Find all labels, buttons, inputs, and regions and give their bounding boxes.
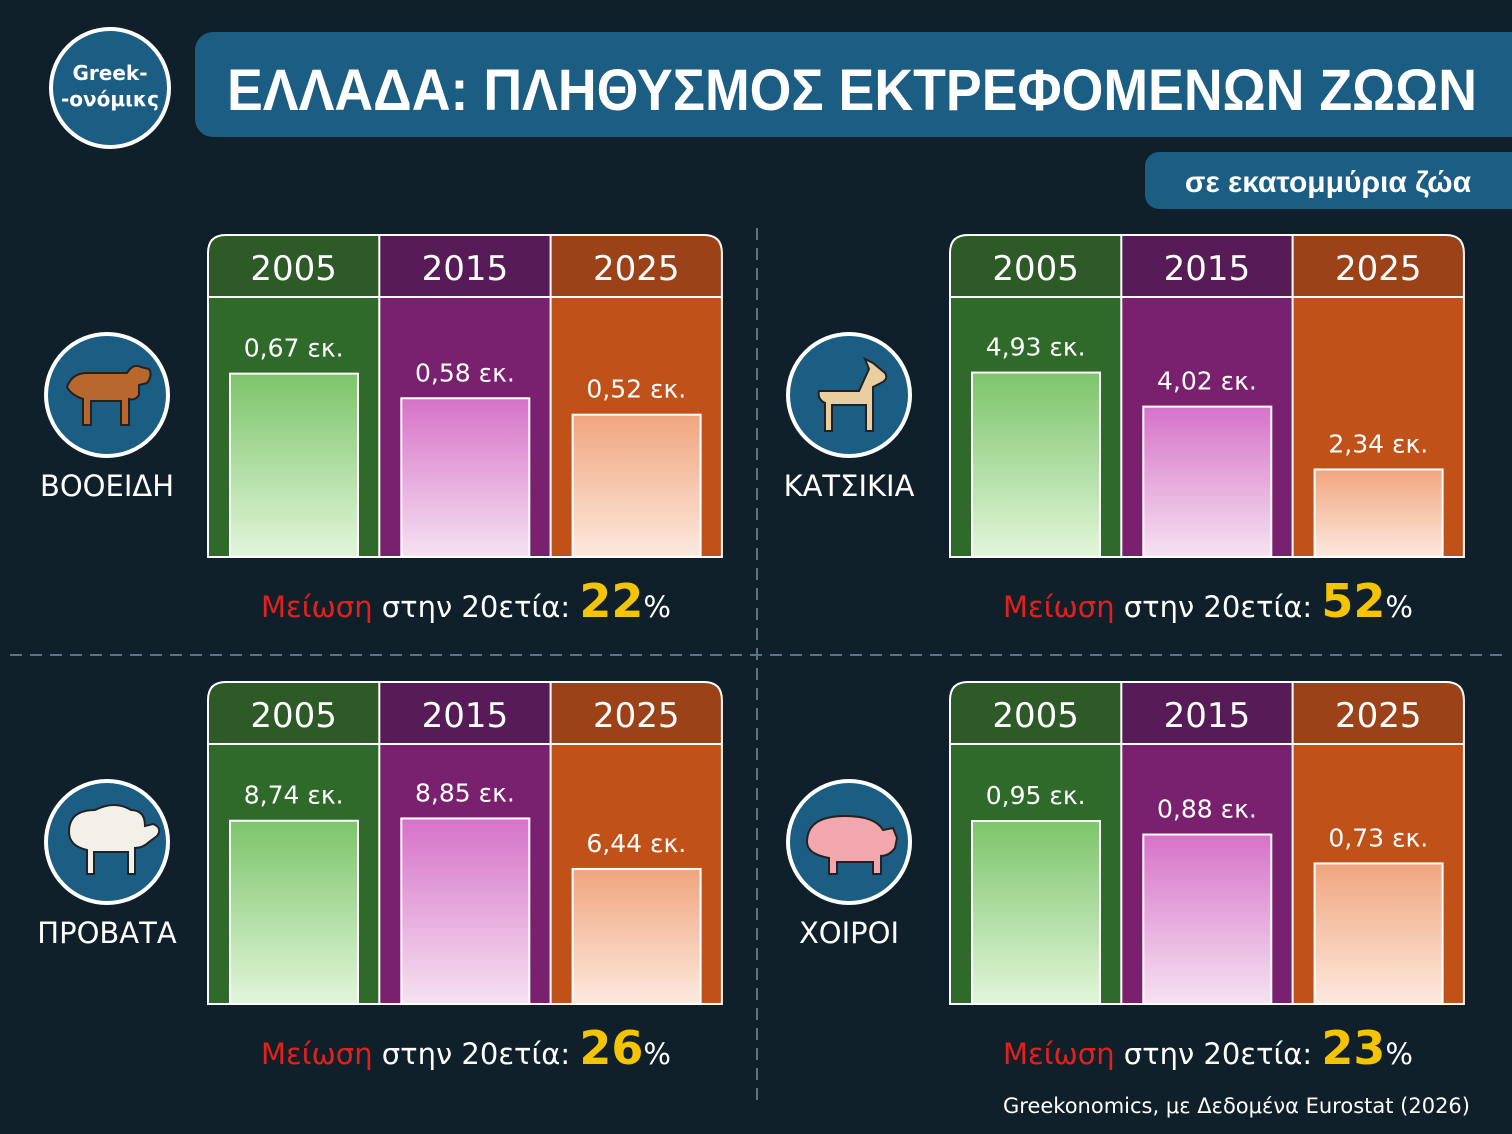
column-header [208, 235, 380, 297]
bar [1142, 405, 1273, 558]
reduction-unit: % [1385, 1037, 1413, 1071]
column-header [550, 682, 722, 744]
year-label: 2025 [1335, 696, 1422, 736]
reduction-text: στην 20ετία: [382, 1037, 570, 1071]
column-header [1292, 235, 1464, 297]
bar [400, 397, 531, 558]
year-label: 2025 [593, 696, 680, 736]
value-label: 8,74 εκ. [244, 781, 344, 810]
bar [1313, 468, 1444, 558]
title-box [195, 32, 1512, 137]
bar [571, 413, 702, 558]
reduction-label: Μείωση [1003, 1037, 1115, 1071]
animal-label: ΚΑΤΣΙΚΙΑ [784, 469, 915, 503]
logo-text: -ονόμικς [61, 87, 159, 111]
year-label: 2025 [593, 249, 680, 289]
subtitle: σε εκατομμύρια ζώα [1185, 166, 1472, 199]
source: Greekonomics, με Δεδομένα Eurostat (2026… [1003, 1094, 1470, 1118]
column-header [950, 682, 1122, 744]
bar [1313, 862, 1444, 1005]
bar [229, 819, 359, 1006]
year-label: 2005 [250, 249, 337, 289]
value-label: 6,44 εκ. [586, 829, 686, 858]
reduction: Μείωση στην 20ετία: 22% [261, 574, 671, 628]
reduction-text: στην 20ετία: [1124, 590, 1312, 624]
value-label: 2,34 εκ. [1328, 429, 1428, 458]
animal-shape [67, 804, 161, 875]
year-label: 2015 [1164, 696, 1251, 736]
reduction-label: Μείωση [261, 1037, 373, 1071]
animal-label: ΠΡΟΒΑΤΑ [37, 916, 177, 950]
column-header [379, 235, 551, 297]
title: ΕΛΛΑΔΑ: ΠΛΗΘΥΣΜΟΣ ΕΚΤΡΕΦΟΜΕΝΩΝ ΖΩΩΝ [227, 58, 1477, 123]
value-label: 0,67 εκ. [244, 334, 344, 363]
logo [49, 27, 171, 149]
reduction-unit: % [1385, 590, 1413, 624]
reduction-value: 23 [1321, 1021, 1385, 1075]
year-label: 2005 [250, 696, 337, 736]
panel-border [207, 681, 723, 1005]
reduction-unit: % [643, 1037, 671, 1071]
value-label: 0,88 εκ. [1157, 795, 1257, 824]
value-label: 4,02 εκ. [1157, 367, 1257, 396]
animal-shape [805, 814, 899, 875]
bar [400, 817, 531, 1005]
reduction-value: 52 [1321, 574, 1385, 628]
reduction-label: Μείωση [261, 590, 373, 624]
year-label: 2015 [422, 249, 509, 289]
reduction-text: στην 20ετία: [1124, 1037, 1312, 1071]
year-label: 2015 [1164, 249, 1251, 289]
reduction-text: στην 20ετία: [382, 590, 570, 624]
animal-shape [817, 356, 888, 432]
value-label: 4,93 εκ. [986, 333, 1086, 362]
reduction: Μείωση στην 20ετία: 26% [261, 1021, 671, 1075]
year-label: 2015 [422, 696, 509, 736]
column-header [950, 235, 1122, 297]
value-label: 0,52 εκ. [586, 375, 686, 404]
year-label: 2005 [992, 249, 1079, 289]
bar [229, 372, 359, 559]
value-label: 8,85 εκ. [415, 778, 515, 807]
reduction-value: 22 [579, 574, 643, 628]
animal-label: ΒΟΟΕΙΔΗ [40, 469, 174, 503]
column-header [1292, 682, 1464, 744]
bar [971, 371, 1101, 559]
reduction-unit: % [643, 590, 671, 624]
reduction-value: 26 [579, 1021, 643, 1075]
animal-shape [65, 364, 152, 426]
panel-border [207, 234, 723, 558]
year-label: 2025 [1335, 249, 1422, 289]
value-label: 0,95 εκ. [986, 781, 1086, 810]
reduction: Μείωση στην 20ετία: 52% [1003, 574, 1413, 628]
bar [1142, 833, 1273, 1005]
column-header [1121, 682, 1293, 744]
logo-text: Greek- [72, 61, 147, 85]
column-header [208, 682, 380, 744]
subtitle-box [1145, 152, 1512, 209]
column-header [379, 682, 551, 744]
column-header [1121, 235, 1293, 297]
value-label: 0,73 εκ. [1328, 823, 1428, 852]
column-header [550, 235, 722, 297]
bar [971, 820, 1101, 1006]
animal-label: ΧΟΙΡΟΙ [799, 916, 899, 950]
panel-border [949, 234, 1465, 558]
bar [571, 867, 702, 1005]
reduction: Μείωση στην 20ετία: 23% [1003, 1021, 1413, 1075]
value-label: 0,58 εκ. [415, 358, 515, 387]
reduction-label: Μείωση [1003, 590, 1115, 624]
year-label: 2005 [992, 696, 1079, 736]
panel-border [949, 681, 1465, 1005]
